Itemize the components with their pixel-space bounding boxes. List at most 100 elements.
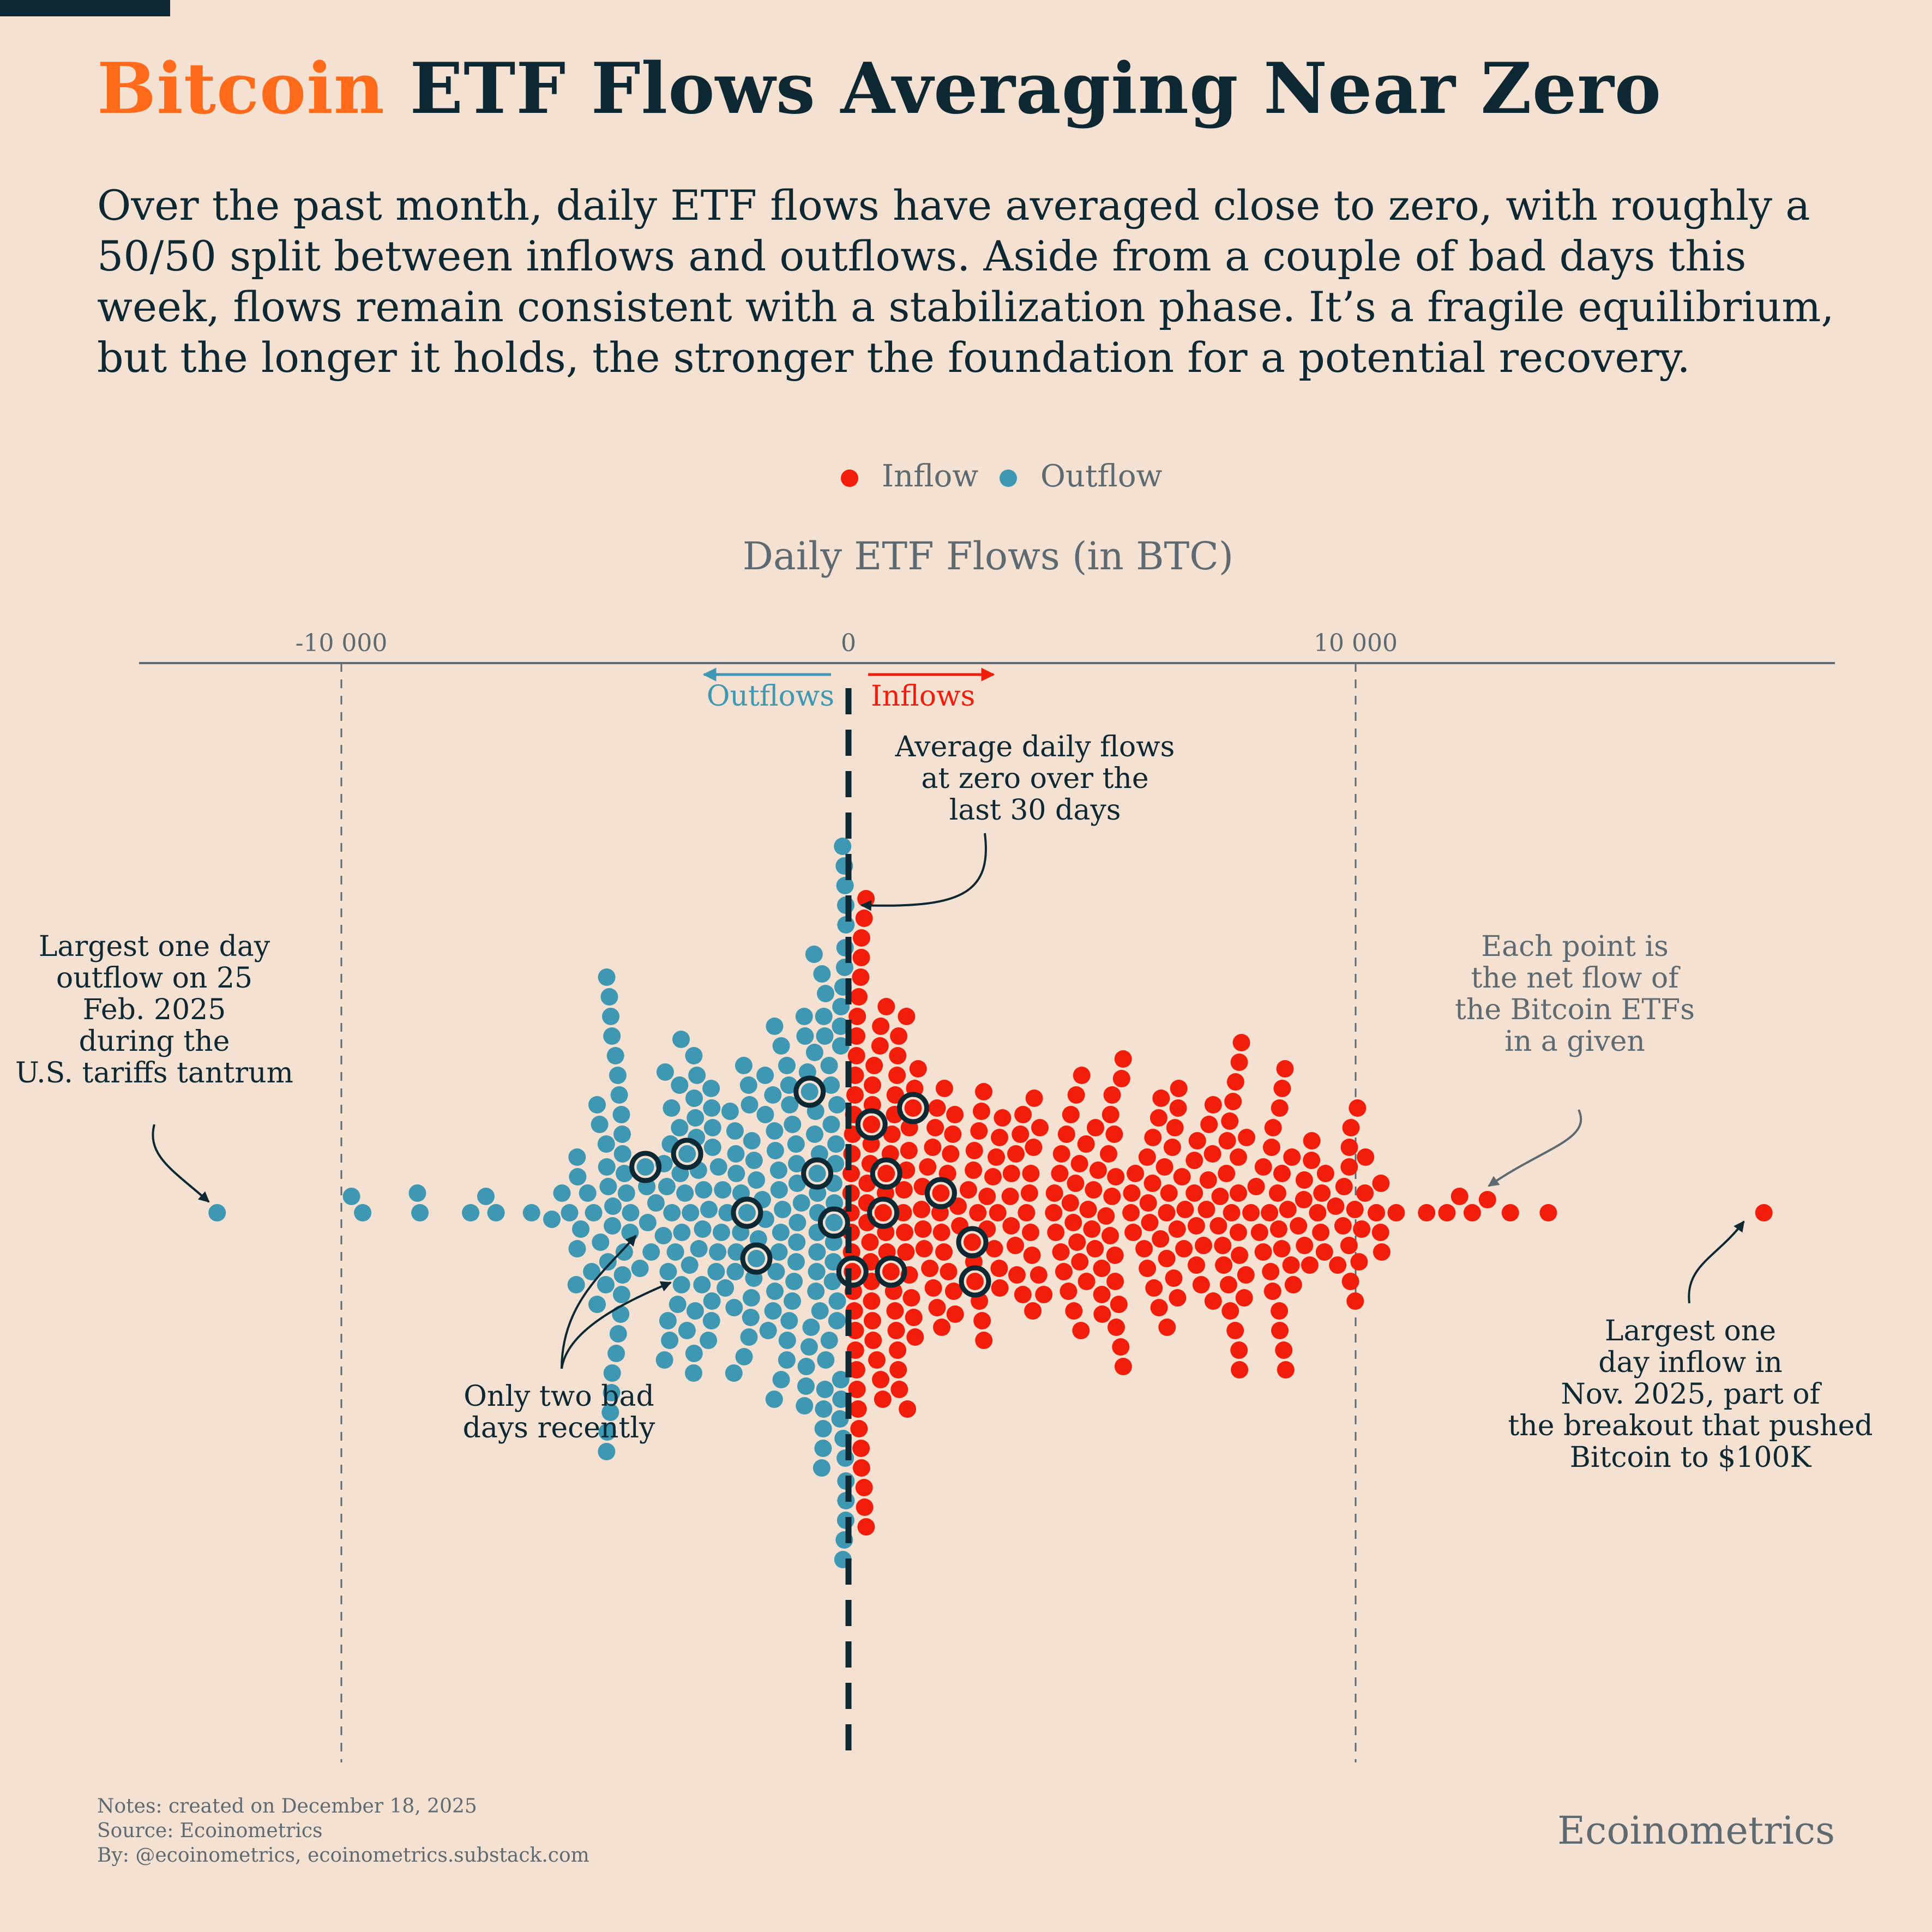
inflow-dot	[848, 1008, 866, 1025]
page-title: Bitcoin ETF Flows Averaging Near Zero	[97, 48, 1662, 130]
outflow-dot	[659, 1263, 677, 1280]
inflow-dot	[856, 1498, 874, 1516]
inflow-dot	[1158, 1250, 1176, 1267]
outflow-dot	[572, 1220, 589, 1238]
inflow-dot	[1152, 1090, 1170, 1107]
outflow-dot	[718, 1204, 736, 1221]
inflow-dot	[1163, 1139, 1181, 1156]
outflow-dot	[609, 1067, 627, 1084]
annotation-largest-inflow: Largest one day inflow in Nov. 2025, part …	[1508, 1315, 1873, 1474]
inflow-dot	[1093, 1286, 1111, 1303]
inflow-dot	[846, 1086, 864, 1104]
inflow-dot	[1077, 1135, 1095, 1153]
outflow-dot	[685, 1047, 703, 1064]
inflow-dot	[1141, 1214, 1159, 1231]
inflow-dot	[1047, 1224, 1065, 1241]
inflow-dot	[944, 1126, 962, 1143]
inflow-dot	[1035, 1286, 1053, 1303]
outflow-dot	[767, 1263, 785, 1280]
outflow-dot	[408, 1184, 426, 1202]
inflow-dot	[1169, 1289, 1187, 1307]
inflow-dot	[1020, 1184, 1038, 1202]
outflow-dot	[676, 1184, 694, 1202]
brand-logo-text: Ecoinometrics	[1557, 1808, 1835, 1853]
outflow-dot	[778, 1351, 796, 1369]
footer-notes: Notes: created on December 18, 2025 Sour…	[97, 1794, 589, 1868]
inflow-dot	[1023, 1247, 1041, 1264]
mean-annotation-arrow	[860, 833, 987, 911]
inflow-dot	[905, 1309, 923, 1326]
inflow-dot	[984, 1168, 1002, 1185]
inflow-dot	[1275, 1341, 1293, 1359]
inflow-dot	[890, 1381, 908, 1398]
inflow-dot	[1463, 1204, 1481, 1221]
recent-day-ring	[956, 1226, 989, 1259]
inflow-dot	[1303, 1152, 1321, 1169]
inflow-dot	[1045, 1184, 1063, 1202]
inflow-dot	[1231, 1247, 1249, 1264]
outflow-dot	[742, 1289, 760, 1307]
inflow-dot	[1219, 1276, 1237, 1293]
recent-day-ring	[817, 1206, 850, 1239]
inflow-dot	[1086, 1240, 1104, 1257]
annotation-largest-outflow: Largest one day outflow on 25 Feb. 2025 dur…	[15, 930, 293, 1090]
outflow-annotation-arrow	[152, 1124, 210, 1203]
inflow-dot	[1144, 1129, 1162, 1146]
inflow-dot	[1001, 1188, 1019, 1205]
inflow-dot	[1014, 1106, 1032, 1123]
outflow-dot	[613, 1266, 631, 1284]
outflow-dot	[597, 1135, 615, 1153]
inflow-dot	[991, 1279, 1009, 1297]
outflow-dot	[735, 1348, 753, 1365]
inflow-dot	[889, 1047, 907, 1064]
inflow-dot	[1290, 1217, 1308, 1235]
inflow-dot	[1284, 1276, 1302, 1293]
outflow-dot	[613, 1126, 631, 1143]
legend-inflow-label: Inflow	[882, 459, 978, 494]
inflow-dot	[848, 1381, 866, 1398]
inflow-dot	[1316, 1165, 1334, 1182]
outflow-dot	[553, 1184, 571, 1202]
inflow-dot	[1199, 1171, 1217, 1189]
outflow-dot	[808, 1263, 826, 1280]
outflow-dot	[617, 1184, 635, 1202]
outflow-dot	[756, 1106, 774, 1123]
outflow-dot	[827, 1135, 845, 1153]
outflows-label: Outflows	[707, 680, 834, 713]
inflow-dot	[852, 968, 870, 986]
inflow-dot	[1269, 1220, 1287, 1238]
inflow-dot	[932, 1184, 950, 1202]
inflow-dot	[1238, 1129, 1255, 1146]
recent-day-ring	[801, 1157, 834, 1190]
outflow-dot	[487, 1204, 505, 1221]
outflow-dot	[592, 1233, 610, 1251]
inflow-dot	[1070, 1155, 1088, 1172]
inflow-dot	[926, 1119, 944, 1136]
inflow-dot	[863, 1312, 881, 1329]
inflow-dot	[894, 1204, 912, 1221]
outflow-dot	[597, 1276, 615, 1293]
inflow-dot	[1139, 1260, 1157, 1277]
outflow-dot	[721, 1103, 739, 1120]
inflow-dot	[1160, 1184, 1178, 1202]
outflow-dot	[655, 1351, 673, 1369]
outflow-dot	[807, 1283, 825, 1300]
outflow-dot	[615, 1243, 633, 1261]
recent-day-ring	[836, 1255, 869, 1288]
inflow-dot	[1755, 1204, 1773, 1221]
inflow-dot	[1123, 1184, 1141, 1202]
recent-day-ring	[875, 1255, 907, 1288]
outflow-dot	[796, 1397, 814, 1415]
outflow-dot	[599, 1253, 617, 1271]
outflow-dot	[787, 1253, 805, 1271]
inflow-dot	[1346, 1292, 1364, 1310]
inflow-dot	[1067, 1175, 1085, 1192]
outflow-dot	[817, 1351, 835, 1369]
inflow-dot	[914, 1220, 932, 1238]
inflow-dot	[1334, 1217, 1352, 1235]
inflow-dot	[1100, 1145, 1117, 1163]
outflow-dot	[828, 1096, 846, 1114]
outflow-dot	[709, 1243, 727, 1261]
outflow-dot	[828, 1292, 846, 1310]
outflow-dot	[788, 1233, 806, 1251]
